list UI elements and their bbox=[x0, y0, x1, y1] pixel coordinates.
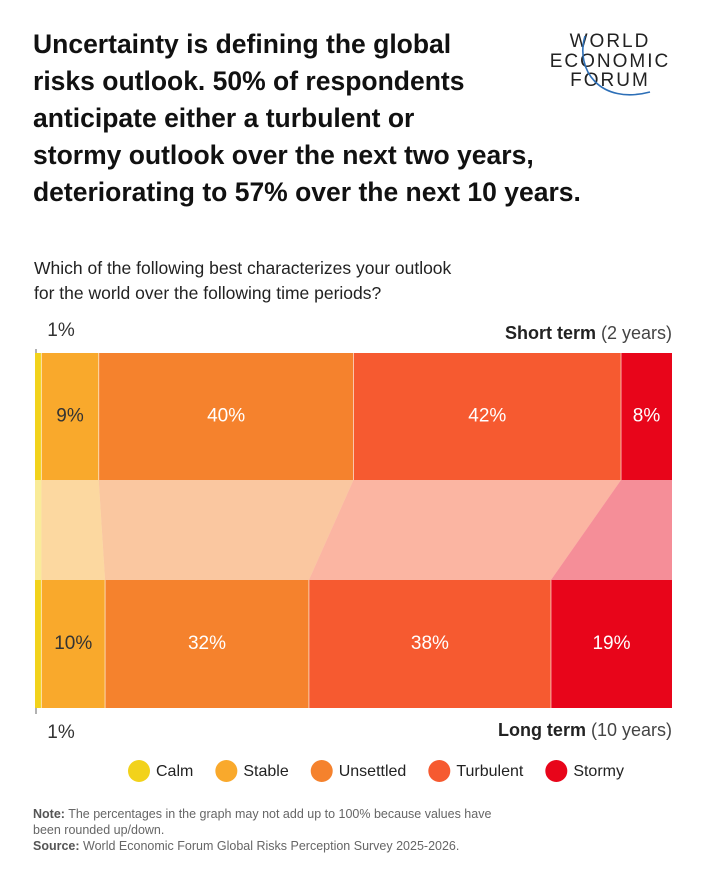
source: Source: World Economic Forum Global Risk… bbox=[33, 838, 503, 854]
bar-segment bbox=[550, 580, 672, 708]
legend-swatch bbox=[310, 760, 333, 782]
logo: WORLD ECONOMIC FORUM bbox=[550, 31, 671, 96]
legend-swatch bbox=[428, 760, 451, 782]
bar-segment bbox=[41, 353, 99, 480]
title: Uncertainty is defining the global risks… bbox=[33, 26, 581, 211]
flow-band bbox=[98, 480, 354, 580]
note: Note: The percentages in the graph may n… bbox=[33, 806, 503, 838]
flow-band bbox=[550, 480, 672, 580]
legend-swatch bbox=[545, 760, 568, 782]
category-name: Short term bbox=[505, 323, 596, 343]
title-line: risks outlook. 50% of respondents bbox=[33, 66, 465, 96]
legend-label: Unsettled bbox=[339, 763, 407, 780]
source-label: Source: bbox=[33, 839, 80, 853]
legend-label: Turbulent bbox=[456, 763, 524, 780]
bar-segment bbox=[308, 580, 551, 708]
bar-segment bbox=[35, 580, 42, 708]
subtitle-line: Which of the following best characterize… bbox=[34, 258, 452, 278]
title-line: anticipate either a turbulent or bbox=[33, 103, 415, 133]
note-label: Note: bbox=[33, 807, 65, 821]
legend: Calm Stable Unsettled Turbulent Stormy bbox=[128, 760, 624, 782]
flow-band bbox=[35, 480, 42, 580]
category-name: Long term bbox=[498, 720, 586, 740]
bar-segment bbox=[621, 353, 672, 480]
legend-label: Stable bbox=[243, 763, 288, 780]
source-text: World Economic Forum Global Risks Percep… bbox=[83, 839, 460, 853]
title-line: stormy outlook over the next two years, bbox=[33, 140, 534, 170]
subtitle-line: for the world over the following time pe… bbox=[34, 283, 382, 303]
bar-segment bbox=[98, 353, 354, 480]
category-note: (2 years) bbox=[601, 323, 672, 343]
bar-segment bbox=[353, 353, 622, 480]
category-note: (10 years) bbox=[591, 720, 672, 740]
value-label: 32% bbox=[188, 633, 226, 654]
flow-band bbox=[308, 480, 622, 580]
title-line: Uncertainty is defining the global bbox=[33, 29, 452, 59]
value-label: 10% bbox=[54, 633, 92, 654]
value-label: 40% bbox=[207, 406, 245, 427]
logo-arc bbox=[582, 35, 651, 96]
value-label: 42% bbox=[468, 406, 506, 427]
subtitle: Which of the following best characterize… bbox=[34, 256, 451, 306]
value-label: 1% bbox=[47, 320, 75, 341]
bar-segment bbox=[105, 580, 309, 708]
logo-line: ECONOMIC bbox=[550, 51, 671, 72]
value-label: 1% bbox=[47, 722, 75, 743]
value-label: 19% bbox=[592, 633, 630, 654]
legend-swatch bbox=[215, 760, 238, 782]
note-text: The percentages in the graph may not add… bbox=[33, 807, 492, 837]
footnotes: Note: The percentages in the graph may n… bbox=[33, 806, 503, 854]
flow-band bbox=[41, 480, 106, 580]
legend-label: Calm bbox=[156, 763, 193, 780]
value-label: 8% bbox=[633, 406, 661, 427]
title-line: deteriorating to 57% over the next 10 ye… bbox=[33, 177, 581, 207]
legend-swatch bbox=[128, 760, 150, 782]
legend-label: Stormy bbox=[573, 763, 624, 780]
category-label: Long term (10 years) bbox=[498, 720, 672, 740]
value-label: 38% bbox=[411, 633, 449, 654]
value-label: 9% bbox=[56, 406, 84, 427]
logo-line: WORLD bbox=[570, 31, 651, 52]
category-label: Short term (2 years) bbox=[505, 323, 672, 343]
bar-segment bbox=[41, 580, 106, 708]
logo-line: FORUM bbox=[570, 70, 650, 91]
bar-segment bbox=[35, 353, 42, 480]
